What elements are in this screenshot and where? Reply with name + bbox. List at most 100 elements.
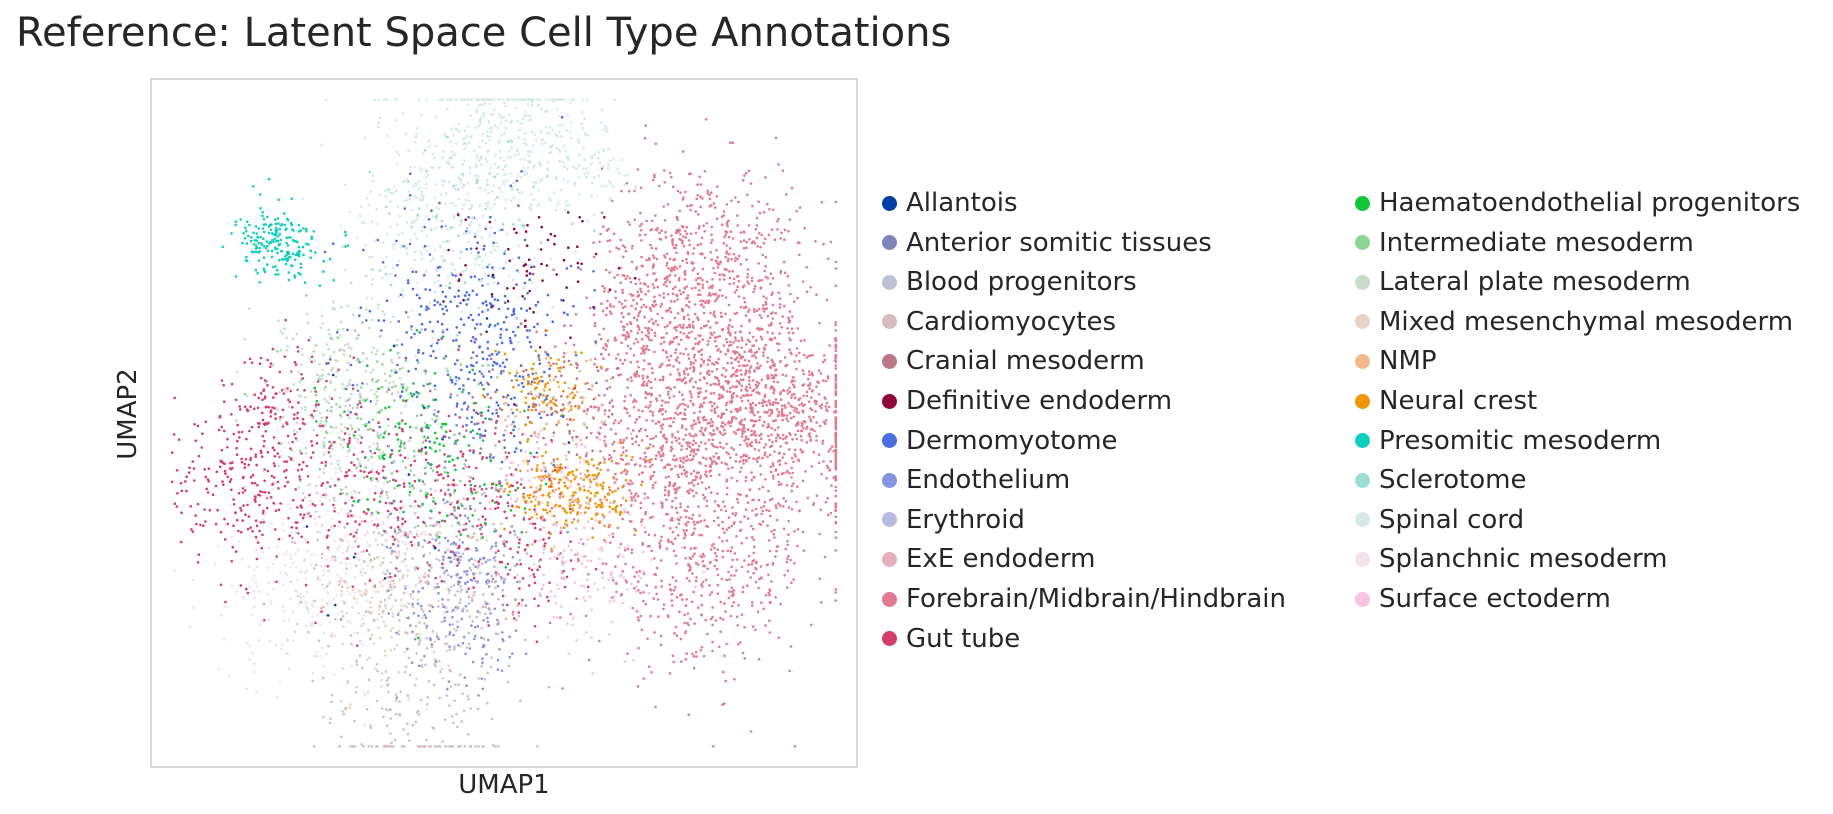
scatter-point [278,227,282,231]
scatter-point [606,239,609,243]
scatter-point [495,353,499,356]
scatter-point [725,390,729,393]
scatter-point [737,492,740,496]
scatter-point [389,575,392,579]
scatter-point [686,296,689,300]
scatter-point [616,526,620,530]
scatter-point [350,427,354,431]
scatter-point [788,319,792,323]
scatter-point [451,550,455,554]
scatter-point [339,618,343,621]
scatter-point [762,351,765,354]
scatter-point [761,485,765,489]
scatter-point [480,236,484,239]
scatter-point [800,421,803,425]
scatter-point [301,197,304,201]
scatter-point [512,347,515,351]
scatter-point [447,414,451,418]
scatter-point [371,174,374,178]
scatter-point [578,153,581,156]
scatter-point [245,255,248,259]
scatter-point [384,654,387,657]
scatter-point [357,545,360,548]
scatter-point [590,636,593,639]
scatter-point [436,320,440,324]
scatter-point [701,585,704,588]
scatter-point [397,550,401,553]
scatter-point [763,446,766,449]
scatter-point [665,417,669,421]
scatter-point [407,656,411,660]
scatter-point [752,432,755,436]
scatter-point [371,255,374,259]
scatter-point [445,240,449,243]
scatter-point [629,376,633,379]
scatter-point [728,323,731,327]
scatter-point [809,419,813,423]
scatter-point [315,373,319,377]
scatter-point [412,611,416,615]
scatter-point [817,393,821,396]
scatter-point [373,451,377,455]
scatter-point [711,238,714,242]
scatter-point [325,343,329,346]
scatter-point [727,570,730,574]
scatter-point [348,439,351,443]
scatter-point [424,452,428,455]
scatter-point [364,274,368,277]
scatter-point [375,699,379,703]
scatter-point [411,484,414,488]
scatter-point [366,658,369,662]
scatter-point [507,247,510,251]
scatter-point [399,453,402,457]
scatter-point [484,429,487,433]
scatter-point [627,190,631,193]
scatter-point [472,497,476,500]
scatter-point [401,517,405,521]
scatter-point [646,329,650,333]
scatter-point [685,598,688,601]
scatter-point [494,574,498,577]
scatter-point [266,358,269,362]
scatter-point [560,576,564,580]
scatter-point [728,247,732,250]
scatter-point [623,274,626,278]
scatter-point [346,384,349,388]
scatter-point [727,257,730,261]
scatter-point [622,174,626,177]
scatter-point [397,153,401,157]
scatter-point [650,246,654,250]
scatter-point [473,231,476,235]
scatter-point [767,489,770,493]
scatter-point [608,453,611,457]
scatter-point [735,558,739,561]
scatter-point [542,401,545,404]
scatter-point [700,358,703,361]
scatter-point [639,576,643,580]
scatter-point [700,326,703,330]
scatter-point [698,514,701,517]
scatter-point [511,610,515,614]
scatter-point [386,480,389,484]
scatter-point [527,392,530,396]
scatter-point [689,172,692,175]
scatter-point [692,666,696,670]
scatter-point [550,482,553,486]
scatter-point [456,605,460,609]
scatter-point [334,466,337,470]
scatter-point [667,308,670,312]
scatter-point [557,587,560,591]
scatter-point [255,246,259,250]
scatter-point [544,508,547,512]
scatter-point [425,495,428,499]
scatter-point [654,247,658,250]
scatter-point [512,310,515,314]
scatter-point [739,396,743,399]
scatter-point [709,548,713,551]
scatter-point [628,223,632,226]
scatter-point [743,430,747,433]
scatter-point [392,344,396,348]
scatter-point [265,592,269,596]
scatter-point [455,405,459,408]
scatter-point [744,508,748,511]
